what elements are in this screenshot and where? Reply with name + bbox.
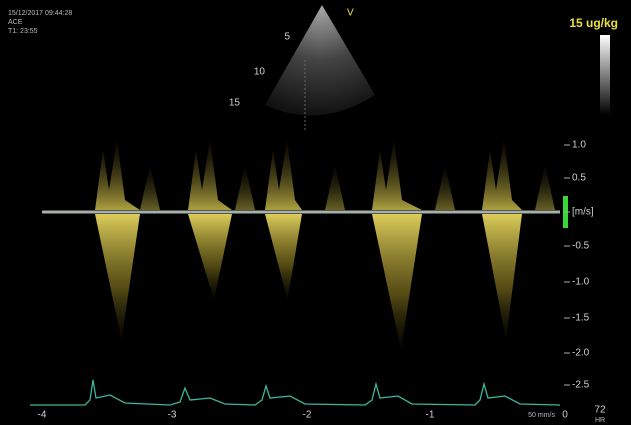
datetime: 15/12/2017 09:44:28 [8,10,72,17]
time-label: -1 [426,410,435,421]
time-label: -2 [303,410,312,421]
time-label: -4 [38,410,47,421]
velocity-label: 0.5 [572,173,586,184]
probe-marker: V [347,8,354,19]
velocity-label: -2.0 [572,348,590,359]
heart-rate-unit: HR [595,417,605,424]
velocity-label: -2.5 [572,380,590,391]
gray-bar [600,35,610,115]
velocity-label: [m/s] [572,207,594,218]
velocity-label: -1.5 [572,313,590,324]
preset: ACE [8,19,23,26]
velocity-label: -1.0 [572,277,590,288]
time-label: -3 [168,410,177,421]
velocity-label: -0.5 [572,241,590,252]
doppler-screen: 15/12/2017 09:44:28 ACE T1: 23:55 V 15 u… [0,0,631,425]
heart-rate: 72 [594,405,606,416]
depth-label: 10 [254,67,266,78]
time-label: 0 [562,410,568,421]
dose: 15 ug/kg [569,16,618,30]
time: T1: 23:55 [8,28,38,35]
depth-label: 5 [284,32,290,43]
velocity-label: 1.0 [572,140,586,151]
sweep-speed: 50 mm/s [528,412,555,419]
depth-label: 15 [229,98,241,109]
